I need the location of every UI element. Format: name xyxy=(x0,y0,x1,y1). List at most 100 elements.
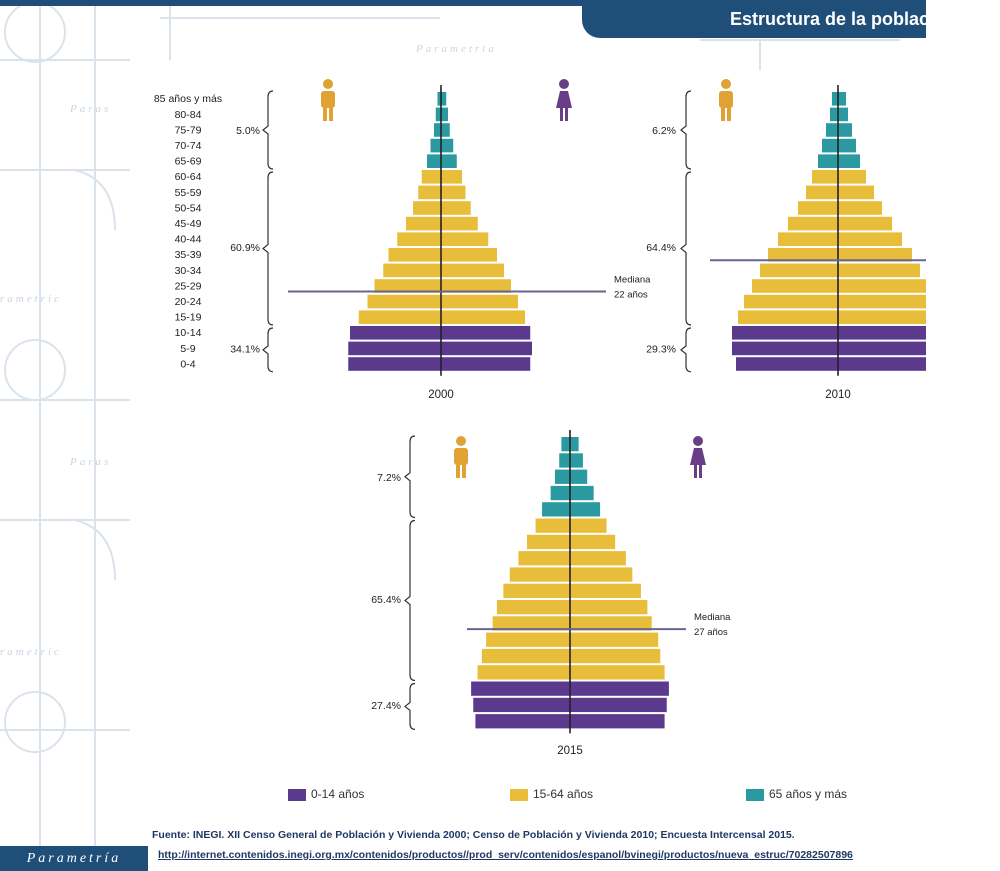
legend-item-working: 15-64 años xyxy=(510,787,593,805)
slide: Paras Paras rametríc rametríc Parametría… xyxy=(0,0,926,871)
bar-male-old xyxy=(427,154,441,168)
bar-male-working xyxy=(798,201,838,215)
bar-male-working xyxy=(503,583,570,598)
bar-female-working xyxy=(570,600,648,615)
group-share-label: 29.3% xyxy=(646,343,676,355)
bar-female-old xyxy=(441,123,450,137)
bar-male-working xyxy=(383,263,441,278)
year-label: 2000 xyxy=(428,389,454,401)
bar-male-old xyxy=(430,138,441,153)
bar-female-working xyxy=(838,216,892,231)
bar-male-working xyxy=(806,185,838,200)
bar-female-working xyxy=(441,279,511,293)
group-share-label: 65.4% xyxy=(371,594,401,606)
bar-female-working xyxy=(441,248,497,262)
age-label: 55-59 xyxy=(175,187,202,199)
bracket-young xyxy=(404,682,416,730)
bar-female-working xyxy=(570,567,633,582)
bar-female-young xyxy=(838,341,926,356)
icon-dress xyxy=(556,91,572,108)
female-icon xyxy=(556,79,572,121)
bar-female-working xyxy=(838,201,882,215)
bar-male-working xyxy=(492,616,570,631)
bar-male-working xyxy=(760,263,838,278)
median-value: 27 años xyxy=(694,627,728,638)
bar-female-working xyxy=(838,185,874,200)
bar-male-working xyxy=(812,170,838,184)
legend-item-old: 65 años y más xyxy=(746,787,847,805)
bar-male-working xyxy=(418,185,441,200)
bar-female-working xyxy=(441,310,525,324)
bar-male-old xyxy=(434,123,441,137)
age-label: 80-84 xyxy=(175,109,202,121)
bar-male-working xyxy=(509,567,570,582)
group-share-label: 7.2% xyxy=(377,472,401,484)
age-label: 0-4 xyxy=(180,358,195,370)
watermark-text: Paras xyxy=(69,103,111,115)
bar-male-working xyxy=(481,648,570,664)
bar-male-working xyxy=(388,248,441,262)
bar-female-working xyxy=(441,263,504,278)
bar-female-old xyxy=(570,502,601,517)
bar-female-working xyxy=(838,170,866,184)
icon-leg xyxy=(456,465,460,478)
icon-leg xyxy=(699,465,702,478)
bar-female-old xyxy=(441,154,457,168)
bar-male-young xyxy=(732,341,838,356)
age-label: 45-49 xyxy=(175,218,202,230)
bracket-working xyxy=(680,171,692,326)
bar-male-working xyxy=(413,201,441,215)
icon-leg xyxy=(721,108,725,121)
age-label: 75-79 xyxy=(175,124,202,136)
source-link[interactable]: http://internet.contenidos.inegi.org.mx/… xyxy=(158,849,853,861)
group-share-label: 60.9% xyxy=(230,242,260,254)
male-icon xyxy=(321,79,335,121)
bar-male-old xyxy=(559,453,570,468)
bar-female-old xyxy=(441,107,448,122)
icon-leg xyxy=(694,465,697,478)
bar-female-working xyxy=(570,616,652,631)
bar-male-working xyxy=(486,632,570,647)
legend-label: 65 años y más xyxy=(769,787,848,801)
bar-female-young xyxy=(441,357,531,371)
bar-male-young xyxy=(471,681,570,696)
bar-male-working xyxy=(518,551,570,566)
bar-male-working xyxy=(496,600,570,615)
bar-male-young xyxy=(732,326,838,340)
bar-male-working xyxy=(535,518,570,533)
bar-female-young xyxy=(838,357,926,371)
watermark-text: rametríc xyxy=(0,646,62,658)
source-text: Fuente: INEGI. XII Censo General de Pobl… xyxy=(152,829,795,841)
icon-head xyxy=(323,79,333,89)
legend-label: 15-64 años xyxy=(533,787,594,801)
bar-male-old xyxy=(437,92,441,106)
year-label: 2015 xyxy=(557,745,583,757)
female-icon xyxy=(690,436,706,478)
bar-female-young xyxy=(441,341,532,356)
header-bar xyxy=(0,0,926,6)
legend-swatch xyxy=(288,788,306,801)
bar-male-young xyxy=(473,697,570,713)
icon-leg xyxy=(560,108,563,121)
bar-female-working xyxy=(441,201,471,215)
bar-female-old xyxy=(838,154,860,168)
icon-torso xyxy=(321,91,335,108)
group-share-label: 5.0% xyxy=(236,125,260,137)
icon-head xyxy=(693,436,703,446)
bar-female-working xyxy=(838,232,902,246)
age-label: 5-9 xyxy=(180,343,195,355)
bar-male-old xyxy=(561,437,570,452)
bar-female-working xyxy=(838,248,912,262)
legend-swatch xyxy=(746,788,764,801)
bracket-old xyxy=(262,90,274,170)
bar-female-working xyxy=(838,310,926,324)
bar-female-old xyxy=(838,92,846,106)
bar-female-old xyxy=(441,138,454,153)
bracket-old xyxy=(680,90,692,170)
bar-male-old xyxy=(542,502,570,517)
bar-female-working xyxy=(570,632,659,647)
year-label: 2010 xyxy=(825,389,851,401)
male-icon xyxy=(454,436,468,478)
bar-female-working xyxy=(570,665,665,680)
icon-dress xyxy=(690,448,706,465)
